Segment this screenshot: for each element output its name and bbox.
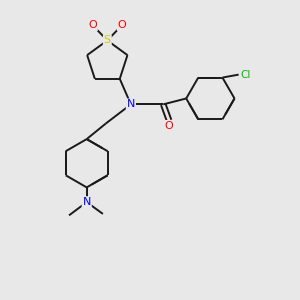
Text: N: N [82, 197, 91, 207]
Text: O: O [88, 20, 97, 30]
Text: N: N [127, 99, 135, 110]
Text: O: O [118, 20, 126, 30]
Text: Cl: Cl [240, 70, 250, 80]
Text: S: S [104, 35, 111, 46]
Text: O: O [165, 121, 173, 131]
